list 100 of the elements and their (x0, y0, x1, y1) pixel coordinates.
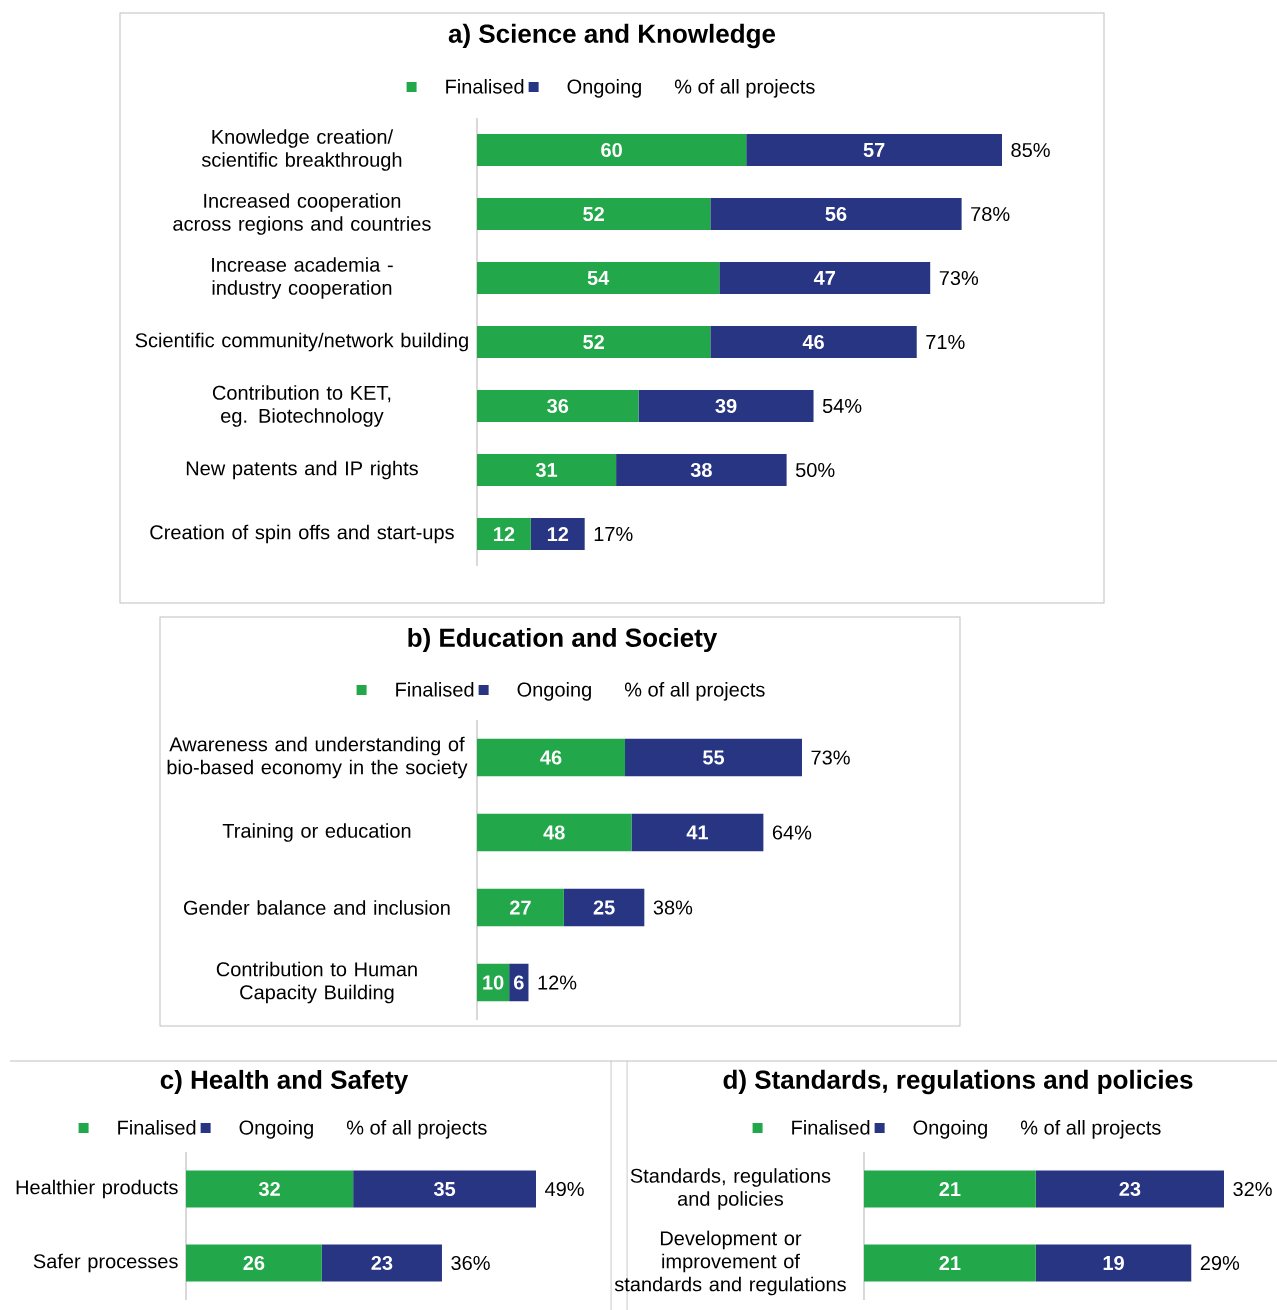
legend-label: Finalised (792, 1120, 870, 1135)
annotation: 12% (538, 975, 577, 990)
legend-label: Ongoing (567, 79, 641, 98)
bar (353, 1170, 536, 1208)
annotation: 29% (1200, 1255, 1240, 1271)
y-tick-label: Increased cooperation across regions and countries (173, 193, 431, 235)
data-label: 46 (540, 750, 562, 765)
data-label: 46 (802, 334, 824, 350)
data-label: 35 (433, 1181, 456, 1197)
y-tick-label: Contribution to Human Capacity Building (216, 961, 417, 1004)
bar (563, 888, 645, 927)
bar (710, 198, 962, 230)
annotation: 38% (653, 900, 693, 915)
legend-label: Finalised (396, 682, 474, 697)
data-label: 12 (547, 527, 569, 541)
data-label: 21 (939, 1182, 961, 1196)
legend-label: Ongoing (913, 1120, 987, 1139)
data-label: 21 (939, 1256, 961, 1270)
bar (625, 738, 802, 777)
annotation: 73% (811, 750, 850, 765)
annotation: 64% (772, 825, 812, 840)
data-label: 27 (510, 900, 531, 915)
text: % of all projects (1020, 1120, 1161, 1139)
data-label: 48 (543, 825, 565, 840)
y-tick-label: Awareness and understanding of bio-based economy in the society (167, 736, 468, 779)
bar (476, 134, 747, 166)
y-tick-label: Creation of spin offs and start-ups (150, 524, 454, 544)
annotation: 49% (544, 1181, 584, 1197)
y-tick-label: Gender balance and inclusion (183, 900, 450, 915)
data-label: 54 (587, 271, 610, 285)
data-label: 57 (863, 143, 885, 157)
chart-title: c) Health and Safety (160, 1069, 409, 1095)
legend-label: Ongoing (517, 682, 591, 701)
annotation: 73% (939, 270, 979, 286)
data-label: 6 (514, 975, 524, 990)
data-label: 56 (825, 206, 847, 222)
data-label: 47 (813, 271, 835, 285)
bar (530, 518, 585, 550)
data-label: 38 (690, 462, 712, 478)
data-label: 26 (243, 1255, 265, 1271)
y-tick-label: Training or education (222, 823, 411, 842)
y-tick-label: Increase academia - industry cooperation (212, 257, 393, 299)
data-label: 10 (483, 975, 504, 990)
data-label: 23 (1119, 1181, 1141, 1197)
bar (710, 326, 917, 358)
chart-title: d) Standards, regulations and policies (723, 1069, 1193, 1095)
y-tick-label: Knowledge creation/ scientific breakthrough (201, 129, 402, 171)
data-label: 36 (547, 398, 569, 414)
bar (476, 518, 531, 550)
y-tick-label: Safer processes (33, 1253, 178, 1273)
y-tick-label: Development or improvement of standards and regulations (614, 1230, 846, 1296)
y-tick-label: Contribution to KET, eg. Biotechnology (212, 385, 391, 427)
text: % of all projects (624, 682, 765, 701)
bar (638, 390, 814, 422)
data-label: 25 (593, 900, 615, 915)
data-label: 23 (371, 1255, 393, 1271)
legend-label: Finalised (446, 79, 524, 94)
bar (321, 1244, 442, 1282)
legend-label: Ongoing (239, 1120, 313, 1139)
bar (719, 262, 931, 294)
bar (186, 1170, 354, 1208)
data-label: 31 (535, 462, 558, 478)
bar (476, 198, 711, 230)
text: % of all projects (346, 1120, 487, 1139)
annotation: 78% (971, 206, 1010, 222)
bar (476, 813, 632, 852)
data-label: 55 (703, 750, 725, 765)
chart-title: a) Science and Knowledge (448, 23, 776, 49)
y-tick-label: Scientific community/network building (135, 332, 468, 352)
y-tick-label: Standards, regulations and policies (630, 1168, 831, 1210)
data-label: 60 (601, 142, 622, 158)
bar (476, 390, 639, 422)
text: % of all projects (674, 79, 815, 98)
y-tick-label: New patents and IP rights (186, 460, 418, 480)
bar (631, 813, 764, 852)
bar (476, 888, 564, 927)
bar (476, 454, 617, 486)
annotation: 85% (1011, 142, 1050, 158)
annotation: 54% (822, 398, 862, 414)
bar (476, 738, 626, 777)
data-label: 32 (258, 1181, 280, 1197)
data-label: 19 (1103, 1255, 1124, 1271)
data-label: 52 (583, 206, 604, 222)
annotation: 32% (1233, 1181, 1272, 1197)
data-label: 52 (583, 334, 604, 350)
legend-label: Finalised (118, 1120, 196, 1135)
bar (186, 1244, 322, 1282)
annotation: 50% (795, 462, 835, 478)
data-label: 12 (494, 527, 515, 541)
annotation: 36% (451, 1255, 490, 1271)
annotation: 17% (594, 527, 633, 541)
bar (476, 326, 711, 358)
annotation: 71% (926, 335, 965, 349)
data-label: 41 (686, 825, 708, 840)
chart-title: b) Education and Society (408, 627, 718, 653)
bar (746, 134, 1002, 166)
bar (476, 262, 720, 294)
y-tick-label: Healthier products (16, 1179, 178, 1199)
bar (616, 454, 787, 486)
data-label: 39 (715, 398, 737, 414)
